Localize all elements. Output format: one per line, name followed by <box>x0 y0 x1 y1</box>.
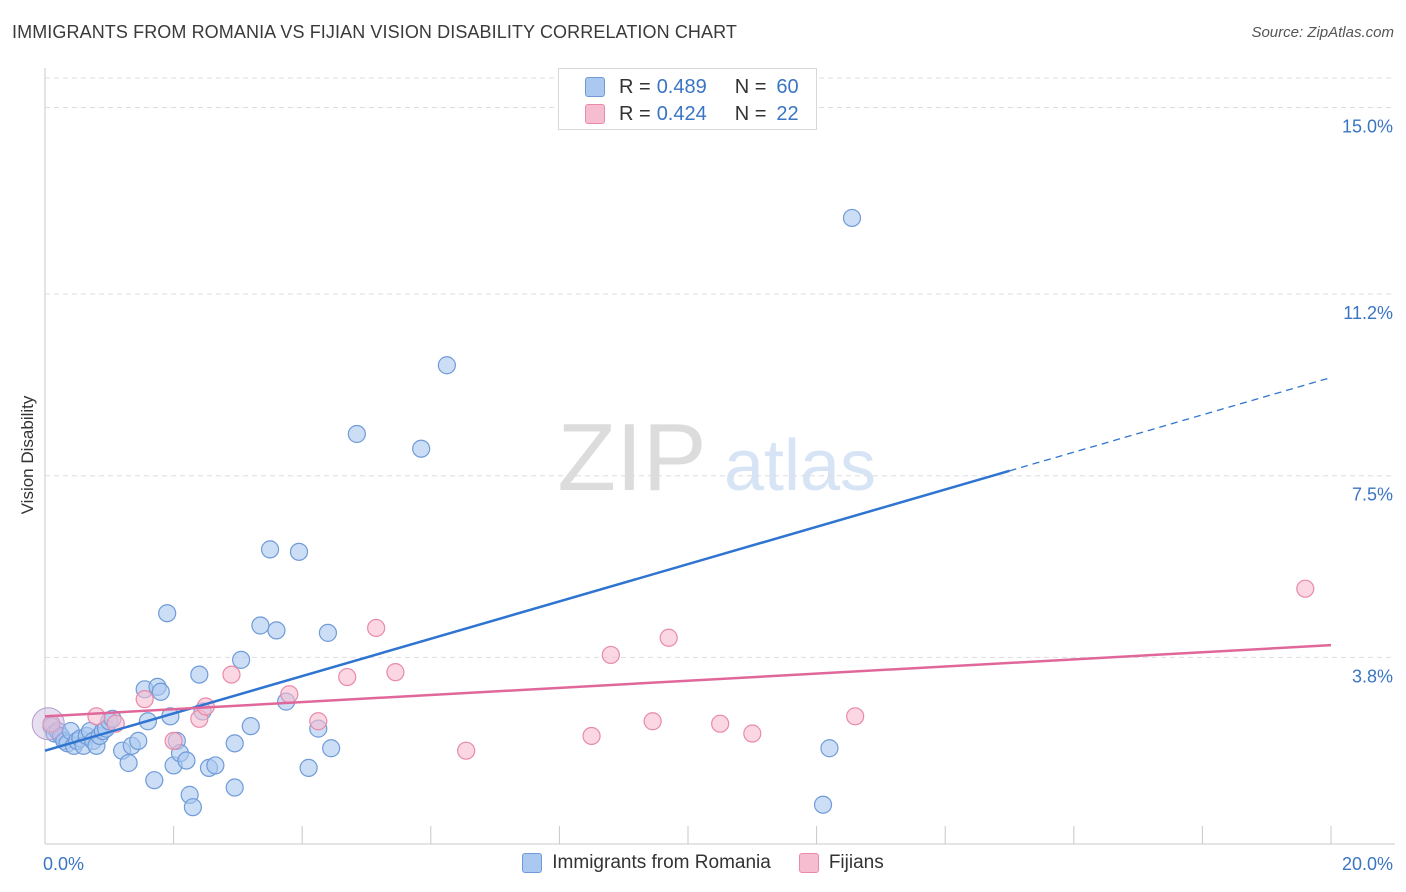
point-fijians <box>846 707 865 726</box>
x-tick-label-min: 0.0% <box>43 854 84 874</box>
point-romania <box>145 771 164 790</box>
axes <box>44 68 1395 845</box>
point-romania <box>813 795 833 814</box>
gridlines <box>45 77 1395 658</box>
point-romania <box>190 665 209 684</box>
point-fijians <box>164 731 183 750</box>
trend-lines <box>44 376 1332 752</box>
point-romania <box>232 650 251 669</box>
point-romania <box>260 540 280 559</box>
point-romania <box>177 751 196 770</box>
legend-n-value: 60 <box>776 75 799 98</box>
point-romania <box>412 439 431 458</box>
trend-line-fijians <box>44 643 1332 718</box>
point-fijians <box>367 618 386 638</box>
point-romania <box>158 604 177 623</box>
watermark-atlas: atlas <box>724 426 876 506</box>
x-tick-label-max: 20.0% <box>1342 854 1393 874</box>
series-legend-label: Fijians <box>828 852 884 873</box>
legend-swatch-blue <box>585 77 605 97</box>
point-fijians <box>338 667 357 687</box>
legend-r-label: R = <box>619 102 651 125</box>
watermark: ZIP atlas <box>557 404 876 511</box>
point-fijians <box>87 707 106 726</box>
point-romania <box>318 623 338 642</box>
point-romania <box>820 739 839 758</box>
y-tick-label: 3.8% <box>1352 666 1393 686</box>
series-legend: Immigrants from Romania Fijians <box>0 852 1406 874</box>
legend-row-romania: R = 0.489 N = 60 <box>585 74 799 100</box>
point-fijians <box>643 712 662 731</box>
legend-n-label: N = <box>734 75 767 98</box>
point-romania <box>241 717 260 736</box>
point-fijians <box>601 645 620 665</box>
point-fijians <box>135 690 154 709</box>
point-fijians <box>659 628 678 647</box>
legend-swatch-pink <box>585 104 605 124</box>
legend-n-value: 22 <box>776 102 799 125</box>
point-fijians <box>711 714 730 733</box>
y-tick-label: 11.2% <box>1343 303 1393 323</box>
watermark-zip: ZIP <box>557 404 706 511</box>
point-romania <box>267 621 286 640</box>
point-fijians <box>743 724 762 743</box>
point-romania <box>119 753 138 773</box>
point-romania <box>322 739 341 758</box>
legend-row-fijians: R = 0.424 N = 22 <box>585 101 799 127</box>
point-fijians <box>309 712 328 731</box>
point-romania <box>225 778 244 797</box>
legend-r-value: 0.489 <box>656 75 707 98</box>
legend-r-value: 0.424 <box>656 102 707 125</box>
trend-line-romania <box>44 469 1010 752</box>
point-romania <box>289 542 309 561</box>
point-romania <box>437 356 456 375</box>
source-credit: Source: ZipAtlas.com <box>1251 24 1394 41</box>
point-fijians <box>1296 579 1315 598</box>
series-legend-label: Immigrants from Romania <box>552 852 771 873</box>
point-romania <box>151 682 170 701</box>
point-fijians <box>222 665 241 684</box>
series-swatch-pink <box>798 853 819 873</box>
point-fijians <box>386 663 405 682</box>
data-points <box>31 208 1315 817</box>
correlation-legend: R = 0.489 N = 60 R = 0.424 N = 22 <box>558 68 817 130</box>
point-romania <box>183 798 202 817</box>
point-romania <box>347 424 366 444</box>
series-legend-item-romania: Immigrants from Romania <box>522 852 771 874</box>
point-cluster <box>31 707 65 741</box>
legend-r-label: R = <box>619 75 651 98</box>
chart-title: IMMIGRANTS FROM ROMANIA VS FIJIAN VISION… <box>12 22 737 42</box>
point-fijians <box>457 741 476 760</box>
point-romania <box>225 734 244 753</box>
tick-labels: 0.0% 20.0% 3.8% 7.5% 11.2% 15.0% <box>43 116 1393 874</box>
series-legend-item-fijians: Fijians <box>798 852 884 874</box>
point-romania <box>206 756 225 775</box>
series-swatch-blue <box>522 853 543 873</box>
point-fijians <box>280 685 299 704</box>
legend-n-label: N = <box>734 102 767 125</box>
point-romania <box>251 616 270 635</box>
point-fijians <box>582 726 601 746</box>
y-tick-label: 7.5% <box>1352 485 1393 505</box>
point-romania <box>842 208 862 228</box>
y-tick-label: 15.0% <box>1342 116 1393 136</box>
point-romania <box>129 731 148 750</box>
trend-line-romania-extension <box>1009 376 1332 472</box>
point-romania <box>299 758 318 777</box>
